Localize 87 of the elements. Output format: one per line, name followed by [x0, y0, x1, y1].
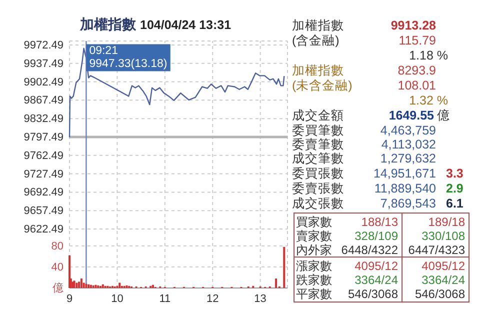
- text: 委賣筆數: [292, 137, 344, 152]
- text: 6.1: [446, 196, 464, 210]
- text: 4,113,032: [381, 137, 436, 152]
- y-tick-label: 9867.49: [24, 94, 64, 107]
- text: 成交張數: [292, 195, 344, 210]
- bar: [82, 282, 85, 288]
- bar: [126, 285, 128, 288]
- text: 4095/12: [354, 259, 398, 274]
- text: 4095/12: [422, 259, 466, 274]
- y-tick-label: 80: [51, 240, 64, 252]
- text: 4,463,759: [380, 123, 436, 138]
- annotation: 9947.33(13.18): [89, 58, 168, 70]
- text: 328/109: [354, 229, 398, 244]
- text: 188/13: [361, 215, 398, 230]
- text: 2.9: [446, 181, 464, 196]
- text: 成交金額: [292, 107, 344, 122]
- bar: [283, 246, 286, 288]
- bar: [97, 285, 100, 288]
- text: 7,869,543: [380, 196, 436, 210]
- x-tick-label: 11: [159, 292, 171, 305]
- bar: [90, 284, 92, 288]
- text: 8293.9: [398, 63, 436, 78]
- line-series: [68, 48, 285, 138]
- chart-subtitle: 104/04/24 13:31: [140, 18, 232, 32]
- bar: [80, 278, 82, 288]
- y-tick-label: 9902.49: [24, 76, 64, 88]
- y-tick-label: 9727.49: [24, 168, 64, 180]
- text: 11,889,540: [374, 181, 436, 196]
- bar: [92, 285, 94, 288]
- y-tick-label: 9657.49: [24, 205, 64, 218]
- text: 內外家: [296, 243, 332, 258]
- x-tick-label: 12: [206, 292, 219, 305]
- y-tick-label: 9972.49: [24, 39, 64, 52]
- text: 9913.28: [390, 18, 436, 32]
- text: 委買張數: [292, 166, 344, 180]
- annotation: 09:21: [89, 45, 118, 58]
- text: 1,279,632: [380, 151, 436, 166]
- text: 委買筆數: [292, 123, 344, 138]
- y-tick-label: 9832.49: [24, 113, 64, 126]
- text: 115.79: [398, 33, 436, 48]
- x-tick-label: 9: [66, 292, 73, 305]
- y-tick-label: 9692.49: [24, 186, 64, 199]
- text: 189/18: [428, 215, 466, 230]
- text: 成交筆數: [292, 150, 344, 166]
- text: 6447/4323: [408, 243, 466, 258]
- text: (含金融): [292, 33, 340, 48]
- text: 14,951,671: [373, 166, 436, 180]
- bar: [68, 255, 70, 288]
- y-tick-label: 9762.49: [24, 150, 64, 162]
- text: 億: [437, 108, 450, 122]
- y-tick-label: 9622.49: [24, 224, 64, 236]
- text: 330/108: [422, 229, 466, 244]
- text: 加權指數: [292, 18, 344, 32]
- bar: [275, 278, 278, 288]
- text: 漲家數: [296, 259, 332, 274]
- chart-title: 加權指數: [79, 16, 137, 32]
- text: 1.18 %: [409, 48, 448, 62]
- text: 108.01: [398, 78, 436, 92]
- text: 1649.55: [388, 108, 434, 122]
- text: 3364/24: [354, 273, 398, 288]
- y-tick-label: 億: [52, 282, 64, 295]
- bar: [76, 282, 78, 288]
- text: 3.3: [446, 166, 464, 180]
- text: 跌家數: [296, 273, 332, 288]
- text: 委賣張數: [292, 181, 344, 196]
- text: 平家數: [296, 287, 332, 302]
- text: (未含金融): [292, 78, 352, 92]
- x-tick-label: 10: [111, 292, 124, 305]
- y-tick-label: 9937.49: [24, 58, 64, 70]
- text: 加權指數: [292, 63, 344, 78]
- bar: [118, 282, 121, 288]
- text: 3364/24: [422, 273, 466, 288]
- bar: [78, 282, 80, 288]
- text: 賣家數: [296, 229, 332, 244]
- y-tick-label: 40: [51, 261, 64, 274]
- bar: [102, 284, 104, 288]
- text: 546/3068: [348, 287, 398, 302]
- text: 546/3068: [414, 287, 466, 302]
- text: 6448/4322: [341, 243, 398, 258]
- text: 買家數: [296, 215, 332, 230]
- y-tick-label: 9797.49: [24, 131, 64, 144]
- bar: [88, 284, 90, 288]
- bar: [85, 284, 88, 288]
- bar: [94, 284, 97, 288]
- bar: [152, 284, 154, 288]
- text: 1.32 %: [409, 93, 448, 108]
- x-tick-label: 13: [254, 292, 266, 305]
